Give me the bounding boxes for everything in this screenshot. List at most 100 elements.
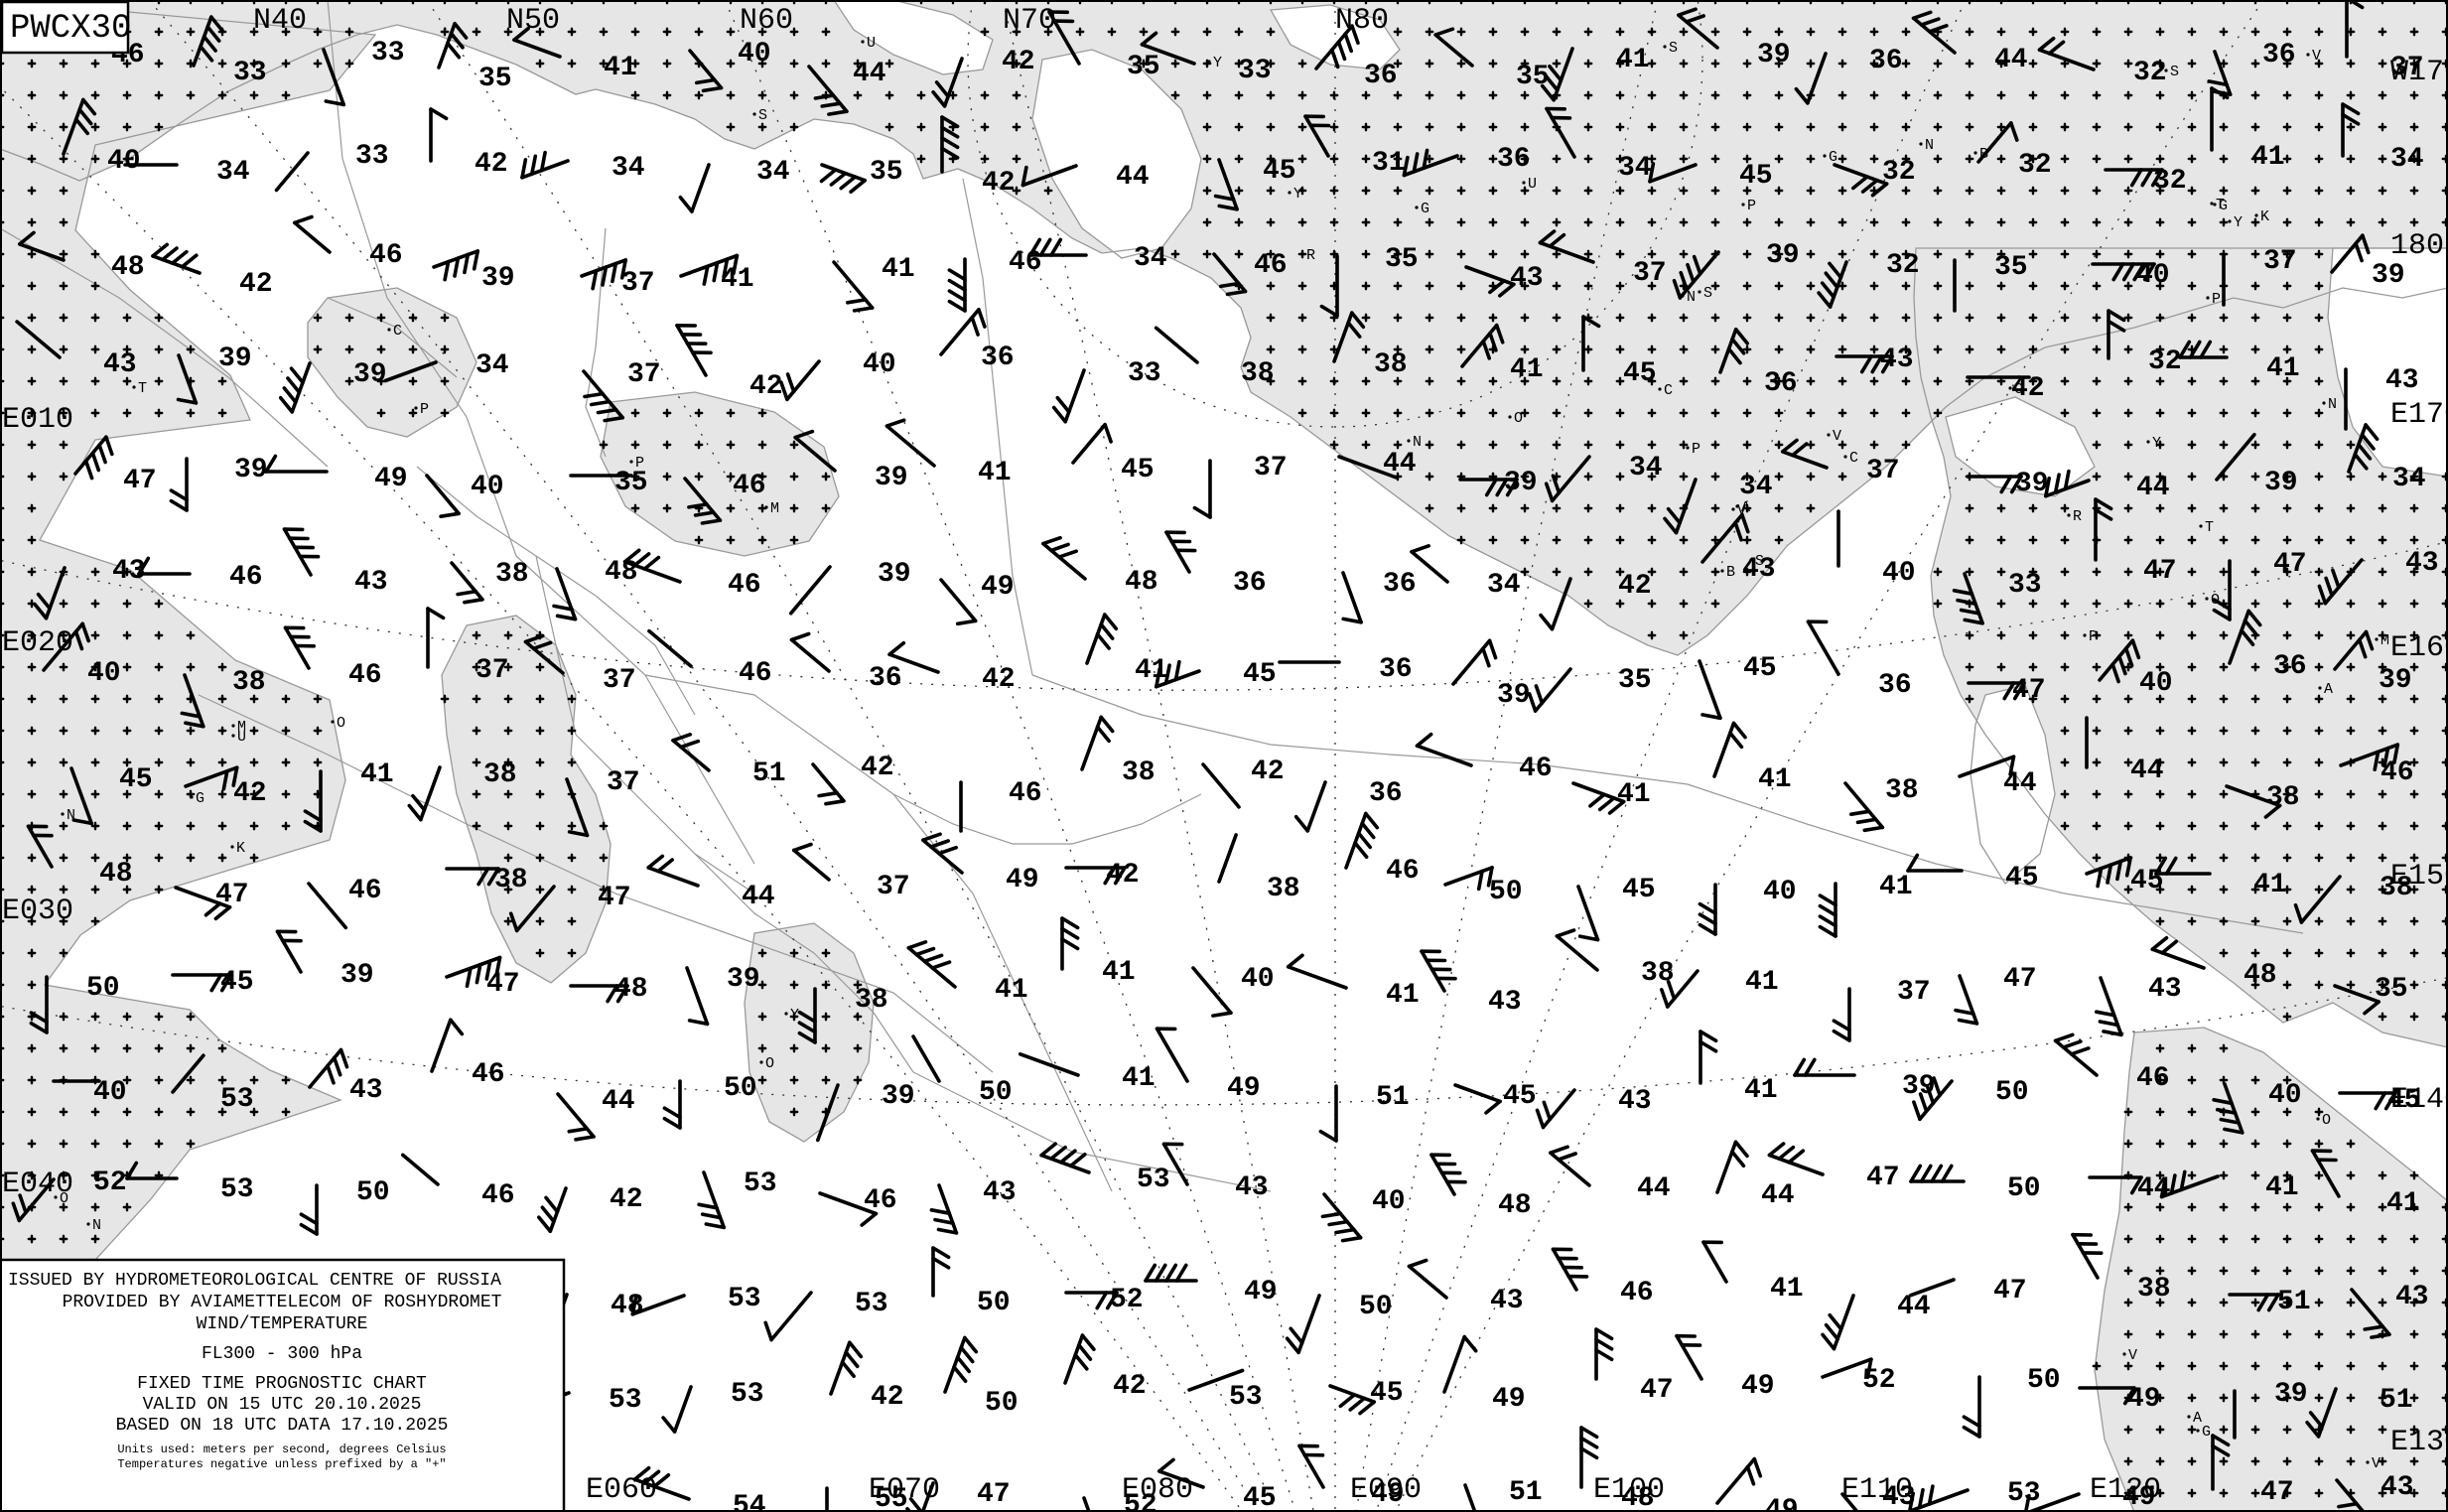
svg-text:S: S [1703, 285, 1712, 302]
svg-text:K: K [236, 840, 245, 857]
svg-text:35: 35 [478, 64, 512, 94]
svg-text:VALID ON 15 UTC 20.10.2025: VALID ON 15 UTC 20.10.2025 [143, 1395, 422, 1415]
svg-text:40: 40 [87, 658, 121, 689]
svg-text:33: 33 [2008, 570, 2042, 601]
svg-text:39: 39 [882, 1081, 915, 1112]
svg-text:39: 39 [727, 964, 760, 995]
svg-text:41: 41 [604, 53, 637, 83]
svg-text:V: V [2312, 48, 2321, 65]
svg-text:32: 32 [2148, 346, 2182, 377]
svg-text:37: 37 [1254, 453, 1288, 483]
svg-text:51: 51 [1376, 1082, 1410, 1113]
svg-text:47: 47 [1866, 1163, 1900, 1193]
svg-text:38: 38 [495, 559, 529, 590]
svg-text:32: 32 [2153, 166, 2187, 197]
svg-text:38: 38 [483, 759, 517, 790]
svg-text:36: 36 [1878, 670, 1912, 701]
svg-text:43: 43 [1490, 1286, 1524, 1316]
svg-text:U: U [867, 35, 876, 52]
svg-text:36: 36 [1233, 568, 1267, 599]
svg-text:46: 46 [348, 660, 382, 691]
svg-text:38: 38 [494, 865, 528, 895]
svg-text:47: 47 [1993, 1276, 2027, 1306]
svg-text:51: 51 [752, 758, 786, 789]
svg-text:51: 51 [2380, 1385, 2413, 1416]
svg-text:PROVIDED BY AVIAMETTELECOM OF: PROVIDED BY AVIAMETTELECOM OF ROSHYDROME… [63, 1293, 502, 1312]
svg-text:39: 39 [481, 263, 515, 294]
svg-text:Y: Y [1213, 55, 1222, 71]
svg-text:41: 41 [1617, 779, 1651, 810]
svg-text:40: 40 [471, 472, 504, 502]
svg-text:36: 36 [1383, 569, 1417, 600]
svg-text:P: P [420, 401, 429, 418]
svg-text:T: T [2205, 519, 2214, 536]
svg-text:44: 44 [2137, 1173, 2171, 1204]
svg-text:N: N [2328, 396, 2337, 413]
svg-text:50: 50 [979, 1077, 1013, 1108]
svg-text:T: T [138, 380, 147, 397]
svg-text:45: 45 [1243, 659, 1277, 690]
svg-text:E090: E090 [1350, 1473, 1422, 1507]
svg-text:53: 53 [609, 1385, 642, 1416]
svg-text:43: 43 [983, 1177, 1017, 1208]
svg-text:39: 39 [234, 455, 268, 485]
svg-text:40: 40 [107, 146, 141, 177]
svg-text:44: 44 [742, 882, 775, 912]
svg-text:38: 38 [2266, 782, 2300, 813]
svg-text:46: 46 [472, 1059, 505, 1090]
svg-text:43: 43 [1618, 1086, 1652, 1117]
svg-text:37: 37 [621, 268, 655, 299]
svg-text:E100: E100 [1593, 1473, 1665, 1507]
svg-text:41: 41 [2265, 1172, 2299, 1203]
svg-text:C: C [393, 323, 402, 340]
svg-text:41: 41 [721, 264, 754, 295]
svg-text:43: 43 [112, 556, 146, 587]
svg-text:Temperatures negative unless p: Temperatures negative unless prefixed by… [117, 1457, 446, 1471]
svg-text:44: 44 [602, 1086, 635, 1117]
svg-text:40: 40 [1882, 558, 1916, 589]
svg-text:45: 45 [1121, 455, 1155, 485]
svg-text:43: 43 [2405, 548, 2439, 579]
svg-text:39: 39 [353, 359, 387, 390]
svg-text:44: 44 [1637, 1173, 1671, 1204]
svg-text:41: 41 [1758, 764, 1792, 795]
svg-text:E010: E010 [2, 403, 73, 437]
svg-text:52: 52 [1862, 1365, 1896, 1396]
svg-text:42: 42 [610, 1184, 643, 1215]
svg-text:44: 44 [2130, 756, 2164, 786]
svg-text:48: 48 [1498, 1190, 1532, 1221]
svg-text:P: P [1692, 441, 1700, 458]
svg-text:45: 45 [1243, 1483, 1277, 1512]
svg-text:40: 40 [1241, 964, 1275, 995]
svg-text:A: A [2324, 681, 2333, 698]
svg-text:41: 41 [995, 975, 1028, 1006]
svg-text:43: 43 [103, 349, 137, 380]
svg-text:40: 40 [863, 349, 896, 380]
svg-text:35: 35 [614, 468, 648, 498]
svg-text:U: U [237, 729, 246, 746]
svg-text:V: V [2372, 1455, 2380, 1472]
svg-text:45: 45 [220, 967, 254, 998]
svg-text:33: 33 [371, 38, 405, 69]
svg-text:54: 54 [733, 1491, 766, 1512]
svg-text:FIXED TIME PROGNOSTIC CHART: FIXED TIME PROGNOSTIC CHART [137, 1374, 427, 1394]
svg-text:42: 42 [871, 1382, 904, 1413]
svg-text:42: 42 [475, 149, 508, 180]
svg-text:39: 39 [1497, 680, 1531, 711]
svg-text:E080: E080 [1122, 1473, 1193, 1507]
svg-text:49: 49 [1741, 1371, 1775, 1402]
svg-text:ISSUED BY HYDROMETEOROLOGICAL: ISSUED BY HYDROMETEOROLOGICAL CENTRE OF … [8, 1271, 501, 1291]
svg-text:41: 41 [1744, 1075, 1778, 1106]
svg-text:38: 38 [855, 985, 888, 1016]
svg-text:50: 50 [985, 1388, 1019, 1419]
svg-text:46: 46 [728, 570, 761, 601]
svg-text:N60: N60 [740, 4, 793, 38]
svg-text:39: 39 [2274, 1379, 2308, 1410]
svg-text:47: 47 [598, 883, 631, 913]
svg-text:49: 49 [1244, 1277, 1278, 1307]
svg-text:44: 44 [853, 59, 886, 89]
svg-text:42: 42 [2011, 373, 2045, 404]
svg-text:39: 39 [2264, 468, 2298, 498]
svg-text:41: 41 [2266, 353, 2300, 384]
svg-text:45: 45 [1743, 653, 1777, 684]
